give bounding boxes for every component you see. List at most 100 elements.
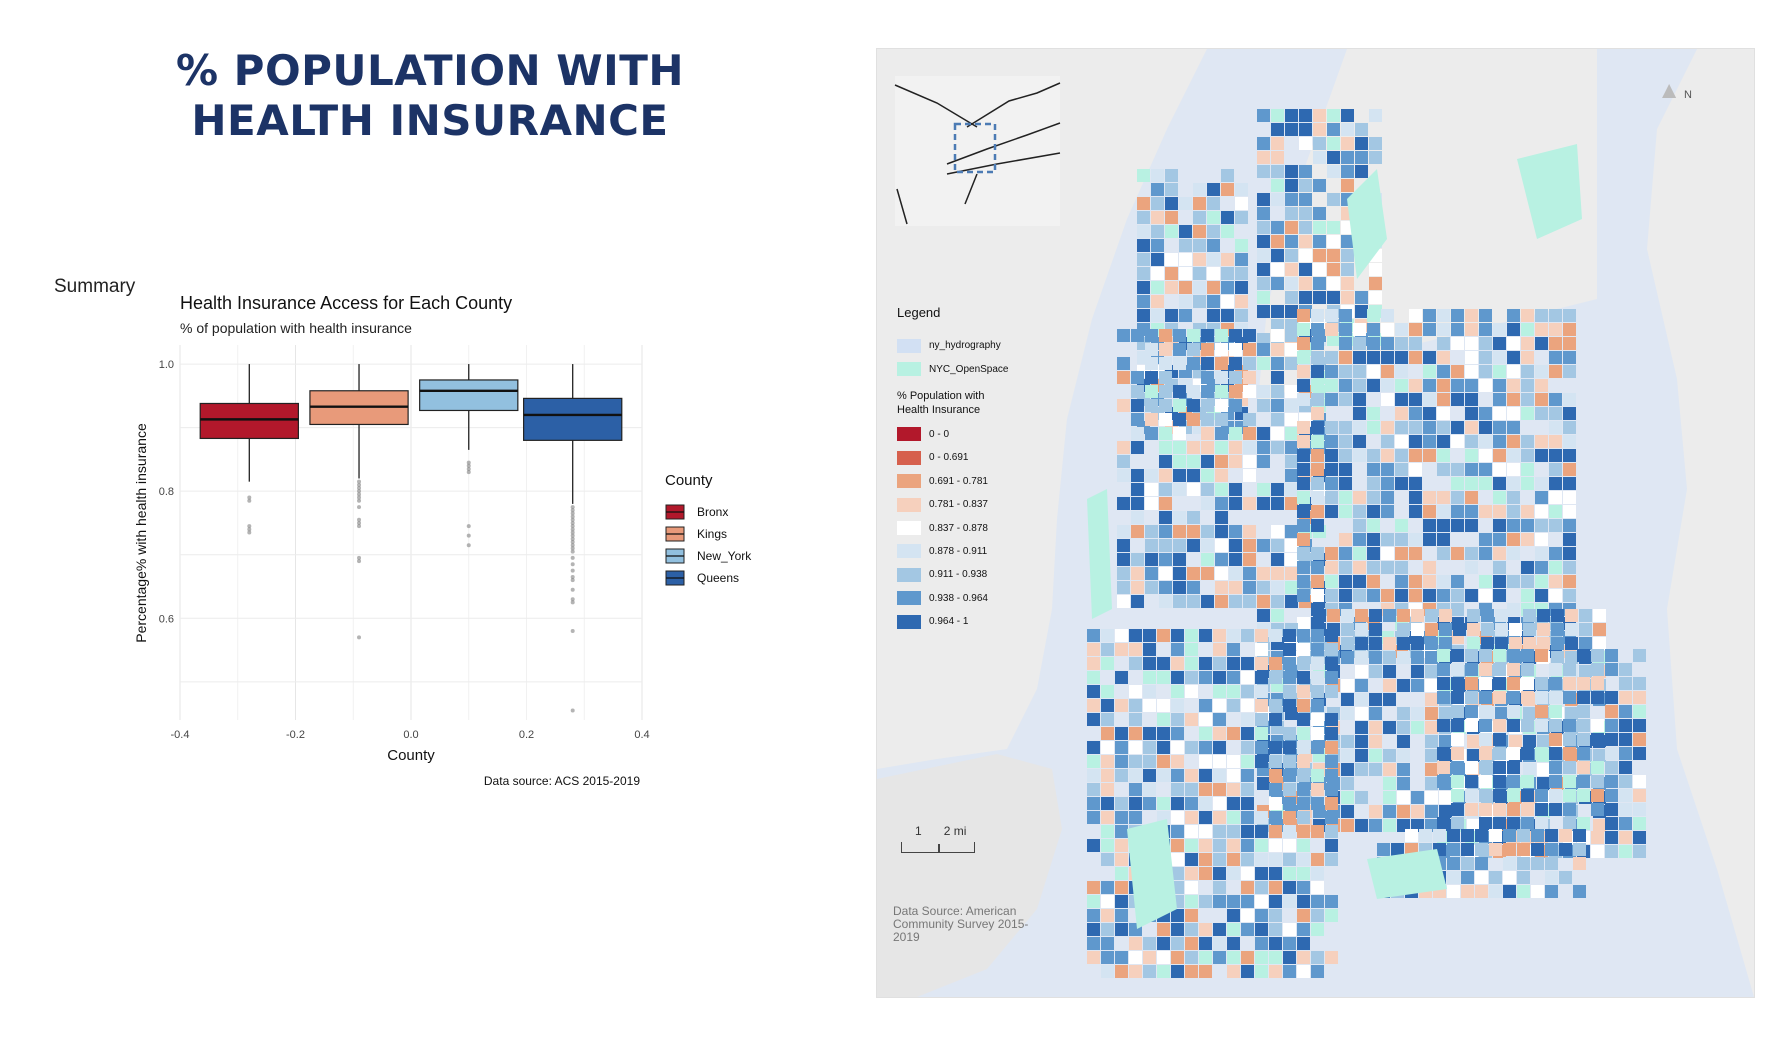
- tract-cell: [1159, 511, 1172, 524]
- tract-cell: [1101, 923, 1114, 936]
- tract-cell: [1549, 421, 1562, 434]
- tract-cell: [1297, 699, 1310, 712]
- tract-cell: [1213, 951, 1226, 964]
- map-data-source: Data Source: American Community Survey 2…: [893, 904, 1029, 944]
- tract-cell: [1285, 595, 1298, 608]
- x-tick-label: 0.2: [519, 729, 534, 741]
- tract-cell: [1145, 581, 1158, 594]
- tract-cell: [1437, 491, 1450, 504]
- tract-cell: [1255, 741, 1268, 754]
- outlier-point: [570, 629, 575, 634]
- tract-cell: [1619, 677, 1632, 690]
- tract-cell: [1381, 323, 1394, 336]
- tract-cell: [1227, 671, 1240, 684]
- tract-cell: [1521, 677, 1534, 690]
- tract-cell: [1355, 651, 1368, 664]
- tract-cell: [1535, 365, 1548, 378]
- tract-cell: [1461, 829, 1474, 842]
- north-arrow-icon: ▲: [1657, 77, 1681, 104]
- tract-cell: [1619, 831, 1632, 844]
- tract-cell: [1325, 435, 1338, 448]
- tract-cell: [1229, 581, 1242, 594]
- tract-cell: [1493, 733, 1506, 746]
- tract-cell: [1159, 455, 1172, 468]
- tract-cell: [1257, 277, 1270, 290]
- tract-cell: [1341, 123, 1354, 136]
- tract-cell: [1355, 637, 1368, 650]
- tract-cell: [1355, 721, 1368, 734]
- tract-cell: [1507, 379, 1520, 392]
- tract-cell: [1535, 547, 1548, 560]
- tract-cell: [1367, 491, 1380, 504]
- tract-cell: [1423, 519, 1436, 532]
- tract-cell: [1325, 449, 1338, 462]
- tract-cell: [1311, 643, 1324, 656]
- summary-label: Summary: [54, 276, 136, 297]
- tract-cell: [1115, 895, 1128, 908]
- tract-cell: [1213, 629, 1226, 642]
- tract-cell: [1215, 427, 1228, 440]
- tract-cell: [1143, 769, 1156, 782]
- tract-cell: [1171, 741, 1184, 754]
- class-label: 0 - 0: [929, 428, 950, 440]
- outlier-point: [357, 555, 362, 560]
- tract-cell: [1285, 385, 1298, 398]
- tract-cell: [1271, 483, 1284, 496]
- tract-cell: [1419, 829, 1432, 842]
- tract-cell: [1311, 351, 1324, 364]
- tract-cell: [1185, 811, 1198, 824]
- tract-cell: [1395, 533, 1408, 546]
- choropleth-map[interactable]: Legend ny_hydrography NYC_OpenSpace % Po…: [876, 48, 1755, 998]
- tract-cell: [1495, 609, 1508, 622]
- tract-cell: [1451, 547, 1464, 560]
- tract-cell: [1101, 643, 1114, 656]
- tract-cell: [1171, 839, 1184, 852]
- tract-cell: [1171, 671, 1184, 684]
- tract-cell: [1439, 707, 1452, 720]
- tract-cell: [1503, 871, 1516, 884]
- tract-cell: [1327, 137, 1340, 150]
- tract-cell: [1227, 685, 1240, 698]
- tract-cell: [1423, 449, 1436, 462]
- scale-label-2: 2 mi: [943, 824, 967, 838]
- tract-cell: [1353, 407, 1366, 420]
- tract-cell: [1479, 533, 1492, 546]
- tract-cell: [1549, 775, 1562, 788]
- tract-cell: [1255, 923, 1268, 936]
- tract-cell: [1137, 197, 1150, 210]
- tract-cell: [1257, 193, 1270, 206]
- tract-cell: [1369, 137, 1382, 150]
- tract-cell: [1573, 843, 1586, 856]
- tract-cell: [1605, 789, 1618, 802]
- tract-cell: [1383, 665, 1396, 678]
- tract-cell: [1297, 643, 1310, 656]
- tract-cell: [1227, 629, 1240, 642]
- tract-cell: [1241, 895, 1254, 908]
- tract-cell: [1423, 323, 1436, 336]
- tract-cell: [1229, 539, 1242, 552]
- tract-cell: [1173, 343, 1186, 356]
- tract-cell: [1201, 329, 1214, 342]
- tract-cell: [1185, 825, 1198, 838]
- tract-cell: [1409, 407, 1422, 420]
- tract-cell: [1563, 719, 1576, 732]
- tract-cell: [1131, 567, 1144, 580]
- tract-cell: [1325, 769, 1338, 782]
- tract-cell: [1145, 427, 1158, 440]
- tract-cell: [1493, 407, 1506, 420]
- tract-cell: [1213, 643, 1226, 656]
- tract-cell: [1495, 637, 1508, 650]
- tract-cell: [1563, 677, 1576, 690]
- tract-cell: [1577, 747, 1590, 760]
- tract-cell: [1255, 867, 1268, 880]
- tract-cell: [1271, 109, 1284, 122]
- tract-cell: [1339, 561, 1352, 574]
- tract-cell: [1369, 693, 1382, 706]
- tract-cell: [1221, 267, 1234, 280]
- tract-cell: [1605, 663, 1618, 676]
- tract-cell: [1439, 805, 1452, 818]
- tract-cell: [1215, 399, 1228, 412]
- outlier-point: [357, 482, 362, 487]
- tract-cell: [1311, 671, 1324, 684]
- tract-cell: [1151, 211, 1164, 224]
